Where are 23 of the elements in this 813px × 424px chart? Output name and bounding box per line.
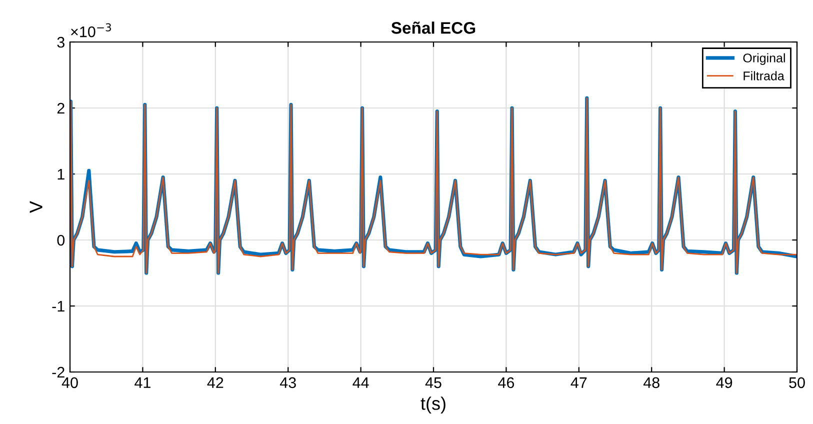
y-tick-label: 2 [57, 102, 64, 114]
y-tick-label: -1 [52, 301, 64, 312]
y-axis-title: V [30, 201, 42, 213]
x-tick-label: 43 [280, 377, 296, 388]
x-tick-label: 47 [570, 377, 587, 388]
x-tick-label: 42 [207, 377, 224, 388]
x-tick-label: 41 [134, 377, 150, 388]
x-axis-title: t(s) [420, 396, 446, 414]
y-tick-label: -2 [52, 366, 64, 378]
y-tick-label: 1 [58, 169, 64, 180]
x-tick-label: 50 [789, 377, 805, 388]
legend-label: Filtrada [744, 71, 784, 80]
x-tick-label: 46 [498, 377, 514, 388]
y-tick-label: 3 [57, 36, 64, 48]
text: ×10$^{−3}$ [71, 23, 111, 38]
y-tick-label: 0 [57, 234, 65, 246]
x-tick-label: 48 [643, 377, 660, 388]
legend-label: Original [743, 53, 785, 65]
x-tick-label: 44 [352, 377, 369, 388]
chart-title: Señal ECG [391, 22, 476, 34]
x-tick-label: 40 [62, 377, 78, 388]
x-tick-label: 45 [425, 377, 442, 388]
x-tick-label: 49 [716, 377, 732, 388]
